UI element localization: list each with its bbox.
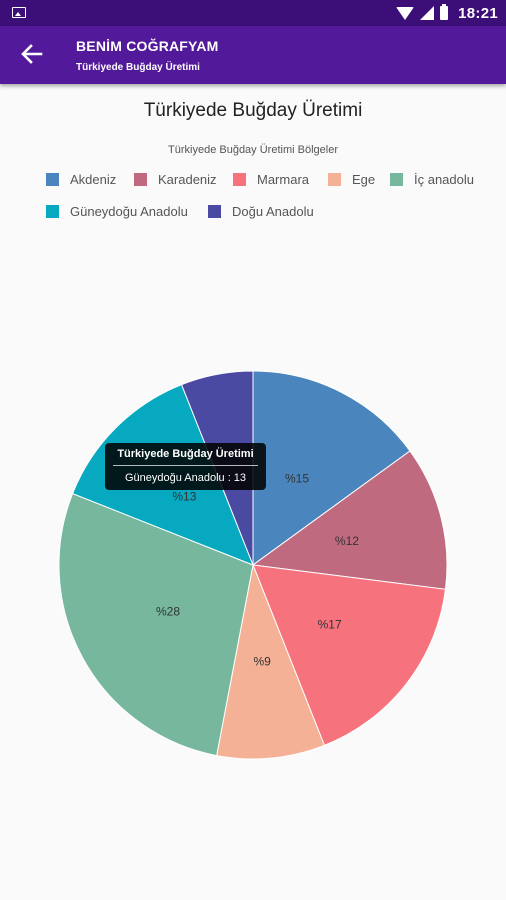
- legend-swatch: [46, 172, 59, 186]
- arrow-left-icon: [21, 44, 43, 64]
- legend-swatch: [46, 204, 59, 218]
- app-bar: BENİM COĞRAFYAM Türkiyede Buğday Üretimi: [0, 26, 506, 84]
- legend-item[interactable]: Güneydoğu Anadolu: [46, 203, 188, 219]
- pie-slice[interactable]: [58, 492, 254, 757]
- legend-label: İç anadolu: [414, 171, 474, 187]
- legend-item[interactable]: Karadeniz: [134, 171, 217, 187]
- slice-label: %17: [318, 617, 342, 631]
- legend-swatch: [390, 172, 403, 186]
- legend-item[interactable]: Marmara: [233, 171, 309, 187]
- legend-label: Güneydoğu Anadolu: [70, 203, 188, 219]
- battery-icon: [440, 4, 449, 20]
- pie-slice[interactable]: [252, 370, 411, 566]
- cell-signal-icon: [420, 6, 435, 20]
- pie-slice[interactable]: [216, 563, 326, 760]
- legend-label: Karadeniz: [158, 171, 217, 187]
- legend-label: Ege: [352, 171, 376, 187]
- pie-slice[interactable]: [252, 564, 447, 747]
- pie-slice[interactable]: [251, 450, 448, 590]
- legend-swatch: [233, 172, 246, 186]
- app-title: BENİM COĞRAFYAM: [76, 38, 219, 54]
- legend-label: Marmara: [257, 171, 310, 187]
- legend-item[interactable]: İç anadolu: [390, 171, 474, 187]
- chart-title: Türkiyede Buğday Üretimi: [143, 100, 363, 121]
- legend-title: Türkiyede Buğday Üretimi Bölgeler: [168, 144, 338, 156]
- wifi-icon: [396, 6, 415, 20]
- legend-swatch: [328, 172, 341, 186]
- legend-item[interactable]: Ege: [328, 171, 375, 187]
- chart-tooltip: Türkiyede Buğday Üretimi Güneydoğu Anado…: [105, 443, 266, 490]
- status-bar: 18:21: [0, 0, 506, 26]
- slice-label: %28: [156, 605, 180, 619]
- image-notification-icon: [12, 7, 26, 18]
- legend-label: Akdeniz: [70, 171, 117, 187]
- slice-label: %9: [253, 655, 271, 669]
- slice-label: %15: [285, 472, 309, 486]
- legend-swatch: [208, 204, 221, 218]
- tooltip-divider: [113, 465, 258, 466]
- legend-item[interactable]: Doğu Anadolu: [208, 203, 314, 219]
- legend-label: Doğu Anadolu: [232, 203, 314, 219]
- slice-label: %12: [335, 534, 359, 548]
- legend-item[interactable]: Akdeniz: [46, 171, 116, 187]
- back-button[interactable]: [14, 36, 50, 72]
- legend-swatch: [134, 172, 147, 186]
- status-time: 18:21: [458, 4, 498, 22]
- tooltip-body: Güneydoğu Anadolu : 13: [124, 472, 247, 484]
- slice-label: %13: [172, 489, 196, 503]
- app-subtitle: Türkiyede Buğday Üretimi: [76, 62, 200, 73]
- tooltip-title: Türkiyede Buğday Üretimi: [117, 448, 254, 460]
